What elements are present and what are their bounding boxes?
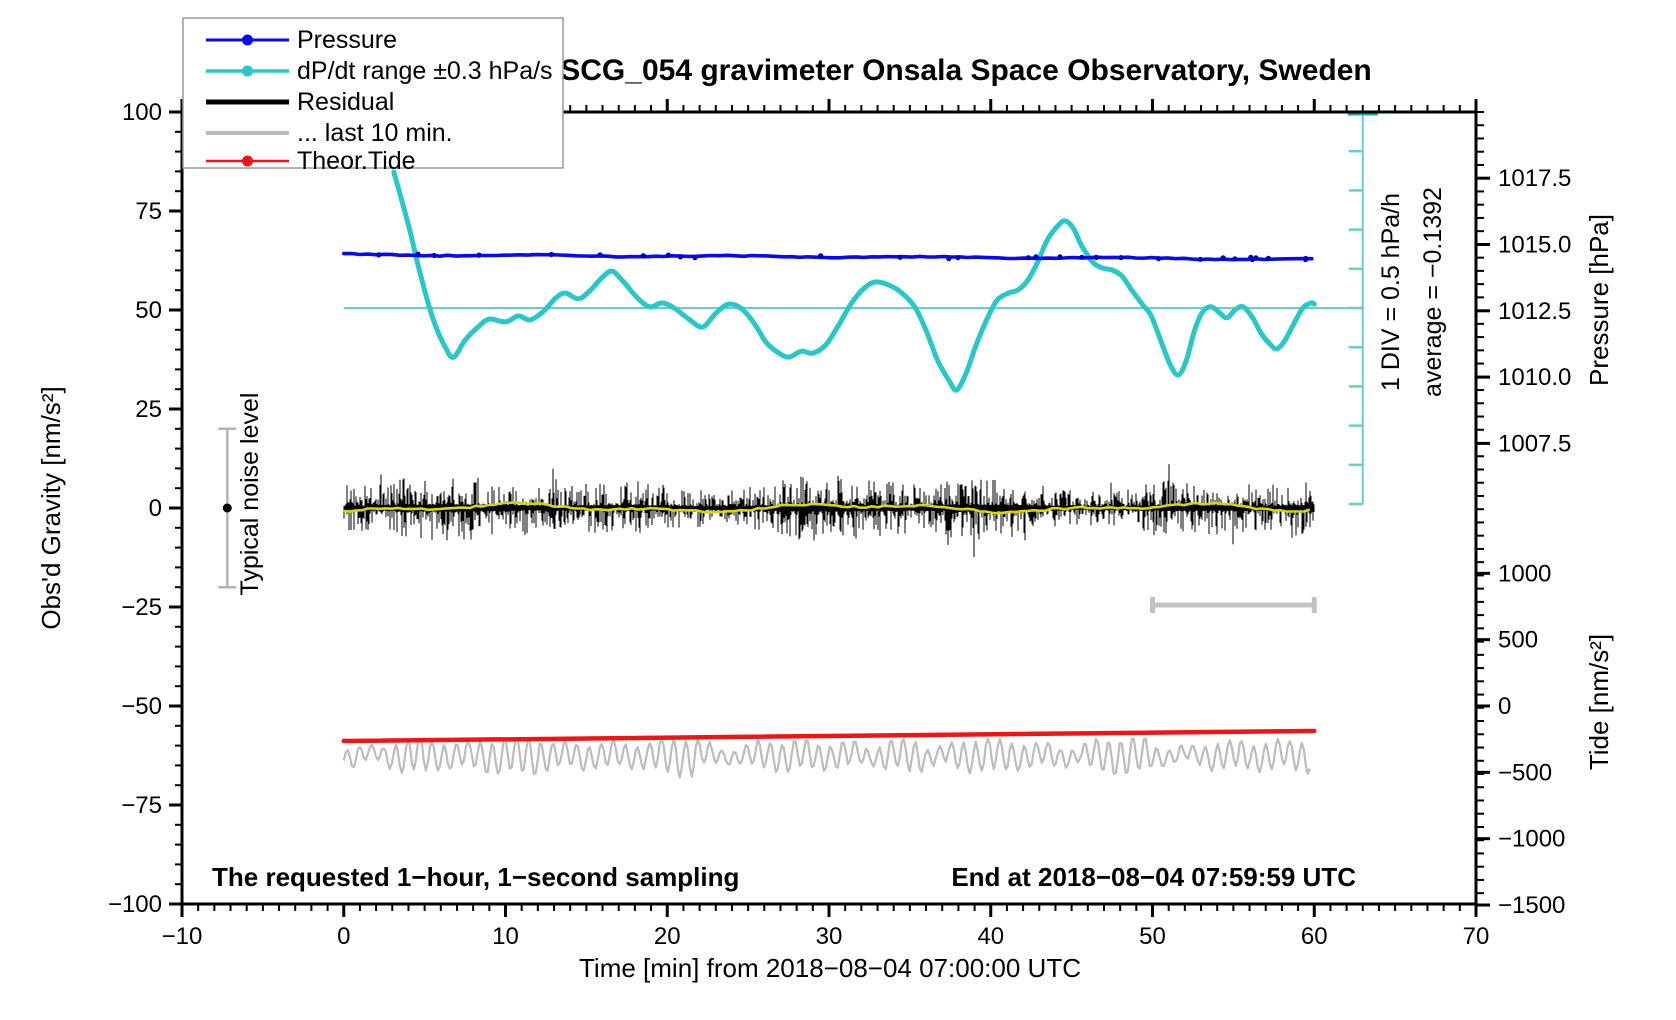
x-axis-title: Time [min] from 2018−08−04 07:00:00 UTC <box>579 953 1081 983</box>
x-tick-label: 10 <box>492 923 519 950</box>
theor-tide-line <box>341 728 1317 744</box>
x-tick-label: 20 <box>654 923 681 950</box>
legend-item-label-0: Pressure <box>297 26 397 54</box>
legend-item-label-4: Theor.Tide <box>297 147 416 175</box>
legend-item-label-3: ... last 10 min. <box>297 119 453 147</box>
pressure-marker-dot <box>376 252 382 258</box>
gravity-tick-label: 0 <box>149 495 162 522</box>
gravity-tick-label: 25 <box>135 396 162 423</box>
pressure-line <box>342 251 1314 262</box>
pressure-marker-dot <box>1079 254 1085 260</box>
x-tick-label: 0 <box>337 923 350 950</box>
dpdt-curve <box>391 169 1317 393</box>
chart-title: SCG_054 gravimeter Onsala Space Observat… <box>560 54 1372 87</box>
gravity-tick-label: −50 <box>121 693 162 720</box>
plot-frame <box>180 110 1478 906</box>
legend-marker-dot-4 <box>242 155 253 167</box>
legend: Pressure dP/dt range ±0.3 hPa/s Residual..… <box>182 17 564 175</box>
annotation-end-time: End at 2018−08−04 07:59:59 UTC <box>951 862 1356 892</box>
residual-smoothed-line <box>343 501 1311 515</box>
legend-item-label-2: Residual <box>297 88 394 116</box>
pressure-marker-dot <box>597 252 603 258</box>
pressure-tick-label: 1010.0 <box>1498 364 1571 391</box>
x-tick-label: 50 <box>1139 923 1166 950</box>
tide-axis-title: Tide [nm/s²] <box>1584 634 1614 770</box>
pressure-tick-label: 1007.5 <box>1498 430 1571 457</box>
pressure-marker-dot <box>1232 256 1238 262</box>
x-tick-label: 30 <box>816 923 843 950</box>
tide-tick-label: −1000 <box>1498 826 1565 853</box>
gravity-tick-label: −25 <box>121 594 162 621</box>
pressure-marker-dot <box>955 255 961 261</box>
y-left-axis-title: Obs'd Gravity [nm/s²] <box>36 386 66 629</box>
noise-level-note: Typical noise level <box>236 393 264 596</box>
legend-item-label-1: dP/dt range ±0.3 hPa/s <box>297 57 553 85</box>
x-tick-label: 40 <box>977 923 1004 950</box>
pressure-marker-dot <box>946 256 952 262</box>
pressure-marker-dot <box>1156 256 1162 262</box>
pressure-marker-dot <box>431 252 437 259</box>
overlay-markers-layer <box>218 427 1317 614</box>
pressure-marker-dot <box>1057 254 1063 260</box>
pressure-marker-dot <box>1302 256 1309 263</box>
reference-lines-layer <box>343 111 1378 506</box>
legend-marker-dot-1 <box>242 65 253 77</box>
gravity-tick-label: 50 <box>135 297 162 324</box>
pressure-marker-dot <box>1220 255 1226 261</box>
pressure-marker-dot <box>1118 255 1124 261</box>
pressure-marker-dot <box>1253 255 1259 261</box>
data-series-layer <box>341 169 1317 779</box>
pressure-marker-dot <box>897 254 903 260</box>
pressure-marker-dot <box>476 252 482 258</box>
gravity-tick-label: −75 <box>121 792 162 819</box>
x-tick-label: 70 <box>1463 923 1490 950</box>
tide-tick-label: −1500 <box>1498 892 1565 919</box>
pressure-tick-label: 1012.5 <box>1498 298 1571 325</box>
pressure-marker-dot <box>1248 254 1254 260</box>
pressure-marker-dot <box>677 254 684 260</box>
tide-tick-label: 1000 <box>1498 560 1551 587</box>
pressure-tick-label: 1017.5 <box>1498 165 1571 192</box>
div-scale-note: 1 DIV = 0.5 hPa/h <box>1377 193 1405 391</box>
tide-tick-label: 0 <box>1498 693 1511 720</box>
noise-level-dot <box>222 503 232 513</box>
pressure-marker-dot <box>548 251 554 258</box>
pressure-marker-dot <box>1025 255 1031 261</box>
average-note: average = −0.1392 <box>1419 187 1447 397</box>
gravity-tick-label: −100 <box>108 891 162 918</box>
pressure-marker-dot <box>692 255 698 261</box>
pressure-marker-dot <box>1093 254 1099 260</box>
annotation-sampling: The requested 1−hour, 1−second sampling <box>212 862 739 892</box>
pressure-marker-dot <box>640 253 647 259</box>
residual-noise-band <box>343 464 1315 558</box>
gravity-tick-label: 75 <box>135 198 162 225</box>
pressure-marker-dot <box>1265 255 1271 261</box>
x-tick-label: −10 <box>162 923 203 950</box>
tide-tick-label: 500 <box>1498 627 1538 654</box>
last-10-min-line <box>342 737 1311 779</box>
x-tick-label: 60 <box>1301 923 1328 950</box>
pressure-marker-dot <box>665 252 672 258</box>
tide-tick-label: −500 <box>1498 759 1552 786</box>
gravity-tick-label: 100 <box>122 99 162 126</box>
pressure-marker-dot <box>818 253 824 259</box>
pressure-marker-dot <box>415 251 421 257</box>
pressure-marker-dot <box>1033 254 1039 260</box>
legend-marker-dot-0 <box>242 34 253 46</box>
pressure-tick-label: 1015.0 <box>1498 232 1571 259</box>
pressure-axis-title: Pressure [hPa] <box>1584 214 1614 386</box>
pressure-marker-dot <box>1197 256 1203 262</box>
